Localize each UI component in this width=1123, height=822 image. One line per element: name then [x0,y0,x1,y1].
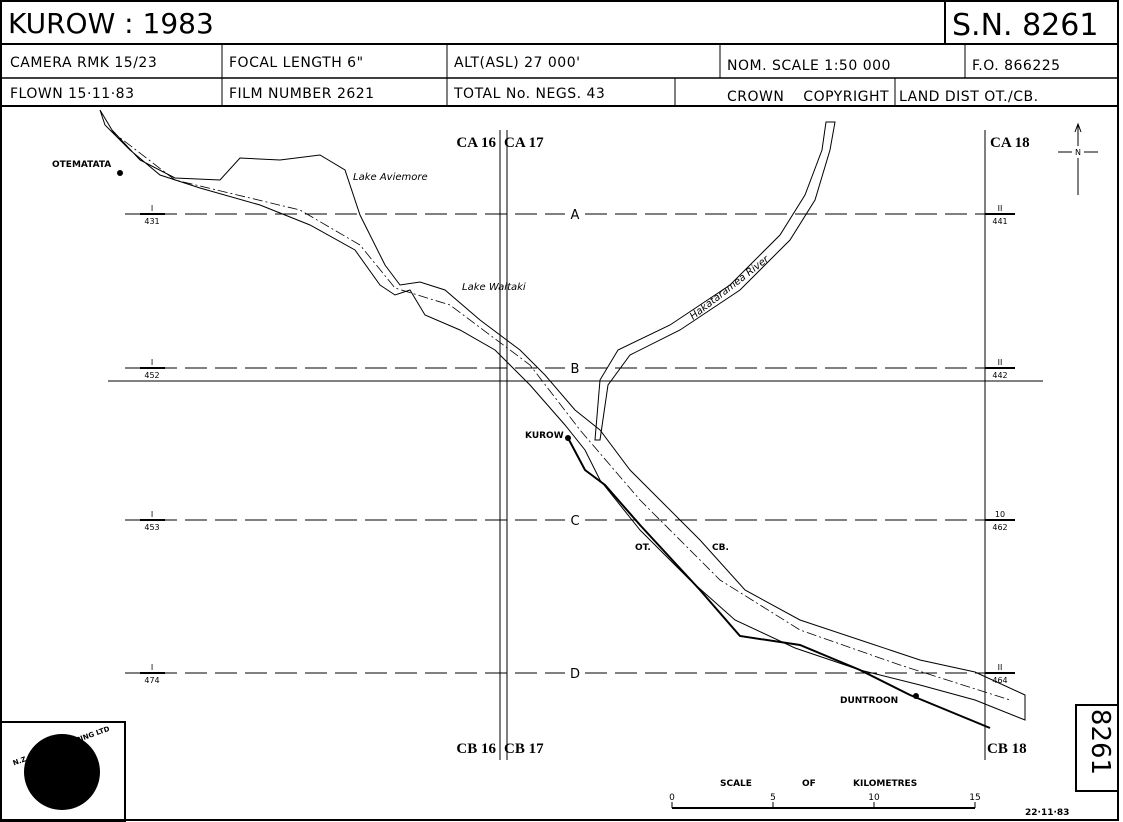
info: CAMERA RMK 15/23 [10,55,157,71]
info: ALT(ASL) 27 000' [454,55,580,71]
run-photo: 431 [144,217,159,226]
place-label: Lake Aviemore [353,172,428,183]
side-number: 8261 [1085,709,1115,775]
column-label: CA 16 [456,135,496,151]
run-photo: 442 [992,371,1007,380]
column-labels: CA 16 CA 17 CA 18 CB 16 CB 17 CB 18 [456,135,1029,757]
info: TOTAL No. NEGS. 43 [453,86,605,102]
info: FOCAL LENGTH 6" [229,55,364,71]
run-photo: 453 [144,523,159,532]
water [99,109,1026,721]
flight-runs: A I 431 II 441 B I 452 II 442 C I 453 10 462 D I 474 II 464 [125,204,1015,685]
run-photo: 452 [144,371,159,380]
run-end-label: II [998,358,1003,367]
run-photo: 464 [992,676,1007,685]
date: 22·11·83 [1025,808,1069,818]
column-label: CA 17 [504,135,544,151]
scale-word: SCALE [720,779,752,789]
logo: N.Z. AERIAL MAPPING LTD [0,721,126,822]
scale-tick-label: 10 [868,793,880,803]
info: FILM NUMBER 2621 [229,86,375,102]
info: LAND DIST OT./CB. [899,89,1039,105]
side-number-box: 8261 [1075,704,1119,792]
hakataramea-river [594,121,836,441]
north-label: N [1075,148,1081,157]
place-label: KUROW [525,431,564,441]
info: NOM. SCALE 1:50 000 [727,58,891,74]
run-photo: 474 [144,676,159,685]
scale-tick-label: 5 [770,793,776,803]
run-end-label: II [998,204,1003,213]
run-start: I [151,663,153,672]
scale-tick-label: 0 [669,793,675,803]
run-start: I [151,358,153,367]
grid [108,130,1043,760]
place-label: DUNTROON [840,696,898,706]
scale-tick-label: 15 [969,793,980,803]
info: CROWN COPYRIGHT [727,89,889,105]
north-arrow: N [1058,122,1098,195]
run-photo: 462 [992,523,1007,532]
title: KUROW : 1983 [8,7,214,40]
waitaki-river [99,109,1026,721]
run-label: D [570,667,580,682]
run-label: C [570,514,579,529]
place-label: OT. [635,543,651,553]
railway [567,437,991,729]
info: F.O. 866225 [972,58,1061,74]
column-label: CB 17 [504,741,544,757]
river-centreline [109,129,1011,701]
column-label: CA 18 [990,135,1030,151]
run-end-label: II [998,663,1003,672]
scale-word: OF [802,779,816,789]
run-photo: 441 [992,217,1007,226]
run-start: I [151,204,153,213]
place-label: Hakataramea River [688,253,772,322]
column-label: CB 18 [987,741,1027,757]
sheet-number: S.N. 8261 [952,8,1098,43]
places: OTEMATATA Lake Aviemore Lake Waitaki Hak… [52,160,919,706]
run-start: I [151,510,153,519]
column-label: CB 16 [456,741,496,757]
run-end-label: 10 [995,510,1005,519]
info: FLOWN 15·11·83 [10,86,134,102]
header: KUROW : 1983 S.N. 8261 CAMERA RMK 15/23 … [1,1,1118,107]
place-label: Lake Waitaki [462,282,526,293]
run-label: A [571,208,580,223]
place-label: CB. [712,543,729,553]
place-label: OTEMATATA [52,160,111,170]
run-label: B [571,362,580,377]
scale-bar: SCALE OF KILOMETRES 0 5 10 15 [669,779,981,809]
scale-word: KILOMETRES [853,779,917,789]
